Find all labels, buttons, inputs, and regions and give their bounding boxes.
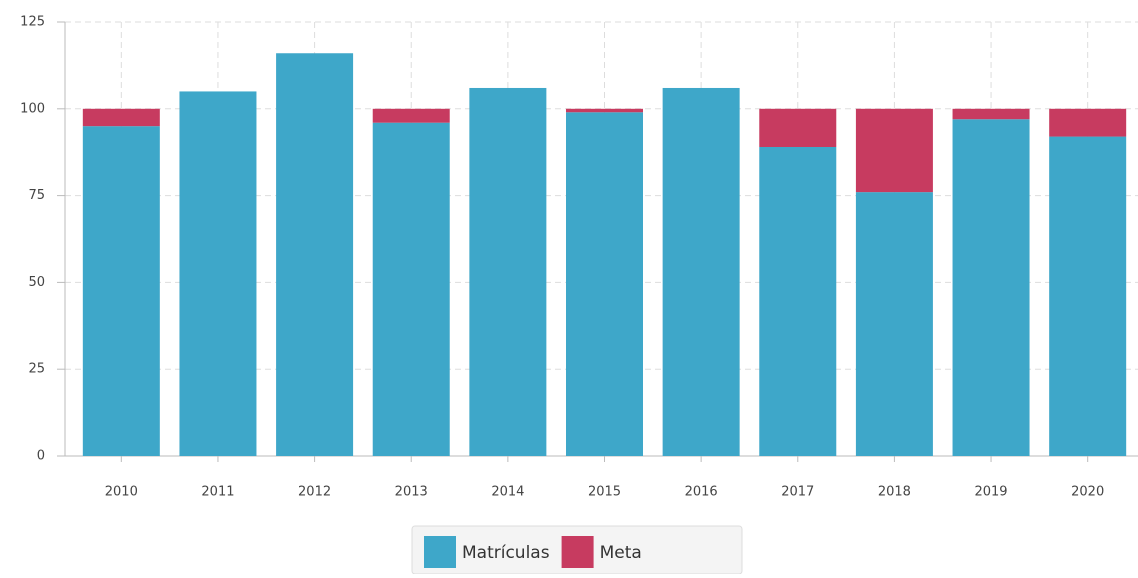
bar-segment [469,87,547,456]
x-tick-label: 2013 [395,485,428,500]
x-tick-label: 2018 [878,485,911,500]
bar-segment [179,91,257,456]
bar-segment [372,108,450,123]
x-tick-label: 2016 [685,485,718,500]
bar-segment [82,126,160,456]
legend-label: Matrículas [462,543,550,563]
x-tick-label: 2010 [105,485,138,500]
legend-swatch [561,536,594,568]
x-tick-label: 2015 [588,485,621,500]
bar-segment [855,192,933,457]
x-tick-label: 2012 [298,485,331,500]
x-tick-label: 2011 [201,485,234,500]
bar-segment [1049,108,1127,137]
bar-segment [566,108,643,113]
x-tick-label: 2017 [781,485,814,500]
bar-segment [855,108,933,193]
legend-swatch [424,536,456,568]
y-tick-label: 125 [20,15,45,30]
bar-segment [566,112,643,456]
x-tick-label: 2014 [491,485,524,500]
y-tick-label: 0 [37,449,45,464]
bar-segment [276,53,354,457]
bar-segment [759,146,837,456]
bar-segment [759,108,837,147]
bar-segment [1049,136,1127,457]
legend-label: Meta [600,543,642,563]
bar-segment [662,87,740,456]
y-tick-label: 100 [20,101,45,116]
bar-segment [952,108,1030,120]
x-tick-label: 2020 [1071,485,1104,500]
bar-segment [952,119,1030,456]
x-tick-label: 2019 [974,485,1007,500]
y-tick-label: 50 [28,275,45,290]
y-tick-label: 25 [28,362,45,377]
bar-segment [372,122,450,457]
y-tick-label: 75 [28,188,45,203]
bar-segment [82,108,160,127]
